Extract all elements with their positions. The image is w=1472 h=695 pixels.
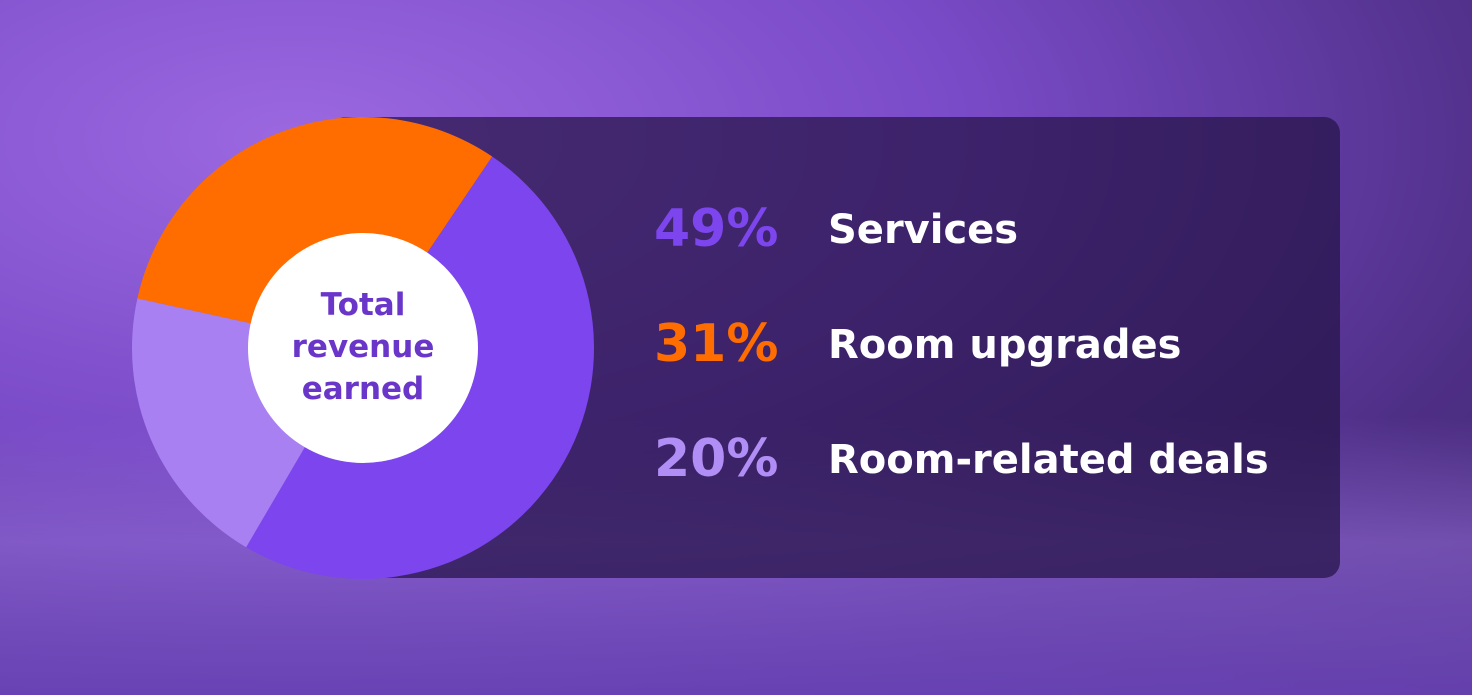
value-label: 31% (654, 314, 778, 374)
value-label: 20% (654, 429, 778, 489)
donut-hole (248, 233, 478, 463)
panel (330, 117, 1340, 578)
value-label: 49% (654, 199, 778, 259)
legend-label: Room-related deals (828, 437, 1269, 483)
legend-label: Services (828, 207, 1018, 253)
legend-label: Room upgrades (828, 322, 1181, 368)
center-label: Total revenue earned (291, 287, 435, 407)
slice (137, 117, 493, 349)
